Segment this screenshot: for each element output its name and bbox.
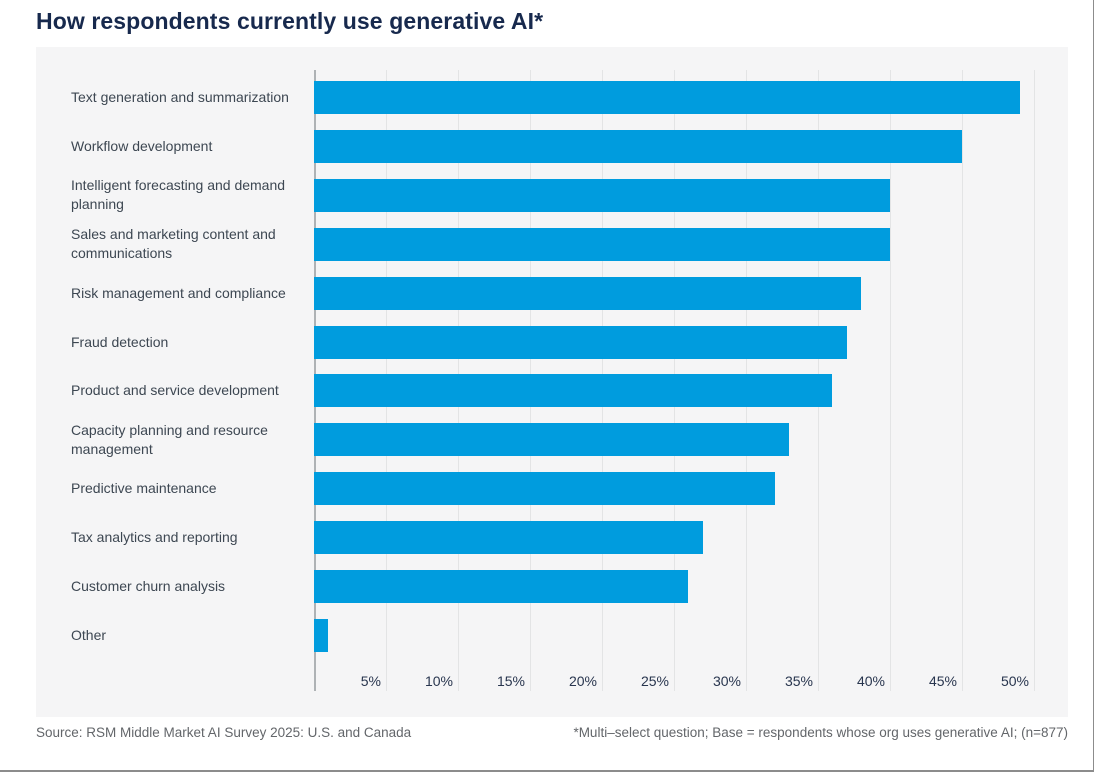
x-axis-tick-label: 10% [424, 673, 453, 689]
bar [314, 521, 703, 555]
bar [314, 178, 890, 212]
bar-row: Tax analytics and reporting [36, 513, 1068, 562]
gridline-40 [890, 70, 891, 691]
category-label: Risk management and compliance [71, 284, 286, 301]
category-label: Text generation and summarization [71, 89, 289, 105]
x-axis-tick-label: 15% [496, 673, 525, 689]
category-label: Workflow development [71, 137, 213, 154]
bar [314, 618, 329, 652]
x-axis-tick-label: 45% [928, 673, 957, 689]
bar-row: Risk management and compliance [36, 269, 1068, 318]
page-title: How respondents currently use generative… [36, 8, 544, 34]
bar-row: Fraud detection [36, 318, 1068, 367]
category-label: Product and service development [71, 382, 279, 399]
bar-row: Predictive maintenance [36, 464, 1068, 513]
x-axis-tick-label: 35% [784, 673, 813, 689]
bar-row: Text generation and summarization [36, 73, 1068, 122]
bar-row: Intelligent forecasting and demand plann… [36, 171, 1068, 220]
gridline-45 [962, 70, 963, 691]
bar-row: Product and service development [36, 366, 1068, 415]
bar-row: Workflow development [36, 122, 1068, 171]
bar-row: Sales and marketing content and communic… [36, 220, 1068, 269]
bar [314, 472, 775, 506]
x-axis-tick-label: 40% [856, 673, 885, 689]
category-label: Customer churn analysis [71, 578, 226, 594]
x-axis-tick-label: 30% [712, 673, 741, 689]
footer-note: *Multi–select question; Base = responden… [573, 725, 1068, 740]
bar [314, 276, 862, 310]
bar [314, 325, 847, 359]
category-label: Other [71, 626, 107, 643]
category-label: Tax analytics and reporting [71, 529, 238, 546]
category-label: Fraud detection [71, 333, 169, 350]
bar-row: Other [36, 611, 1068, 660]
bar [314, 227, 890, 261]
category-label: Capacity planning and resource managemen… [71, 421, 268, 457]
chart-footer: Source: RSM Middle Market AI Survey 2025… [36, 725, 1068, 740]
chart-panel: Text generation and summarization Workflo… [36, 47, 1068, 717]
bar [314, 81, 1020, 114]
x-axis-tick-label: 25% [640, 673, 669, 689]
bar [314, 423, 790, 457]
gridline-50 [1034, 70, 1035, 691]
x-axis-tick-label: 20% [568, 673, 597, 689]
x-axis: 5% 10% 15% 20% 25% 30% 35% 40% 45% 50% [36, 671, 1068, 691]
x-axis-tick-label: 50% [1000, 673, 1029, 689]
x-axis-tick-label: 5% [360, 673, 381, 689]
bar-row: Capacity planning and resource managemen… [36, 415, 1068, 464]
bar [314, 129, 962, 163]
category-label: Sales and marketing content and communic… [71, 226, 276, 262]
category-label: Predictive maintenance [71, 480, 217, 497]
bar-row: Customer churn analysis [36, 562, 1068, 611]
footer-source: Source: RSM Middle Market AI Survey 2025… [36, 725, 412, 740]
category-label: Intelligent forecasting and demand plann… [71, 177, 286, 213]
bar [314, 570, 689, 603]
bar [314, 374, 833, 408]
